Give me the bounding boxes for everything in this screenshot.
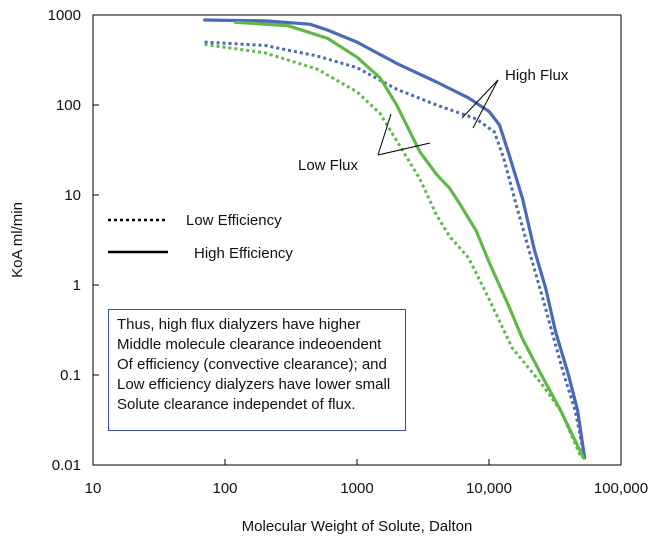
y-tick-label: 0.1 bbox=[60, 367, 81, 384]
series-group bbox=[203, 18, 587, 460]
legend-label-high-efficiency: High Efficiency bbox=[194, 245, 293, 262]
note-line: Of efficiency (convective clearance); an… bbox=[117, 356, 387, 373]
high-flux-pointer-1 bbox=[461, 79, 499, 119]
y-tick-label: 1000 bbox=[48, 7, 81, 24]
low-flux-low-efficiency-line bbox=[204, 43, 583, 459]
high-flux-label: High Flux bbox=[505, 67, 569, 84]
note-line: Middle molecule clearance indeoendent bbox=[117, 336, 382, 353]
note-box: Thus, high flux dialyzers have higher Mi… bbox=[108, 309, 406, 431]
note-line: Thus, high flux dialyzers have higher bbox=[117, 316, 361, 333]
y-tick-label: 0.01 bbox=[52, 457, 81, 474]
high-flux-low-efficiency-line bbox=[204, 40, 587, 459]
legend-label-low-efficiency: Low Efficiency bbox=[186, 212, 282, 229]
high-flux-annotation: High Flux bbox=[461, 67, 569, 129]
y-axis-ticks: 1000 100 10 1 0.1 0.01 bbox=[48, 7, 99, 474]
x-tick-label: 100 bbox=[212, 480, 237, 497]
x-tick-label: 10 bbox=[85, 480, 102, 497]
low-flux-high-efficiency-line bbox=[233, 20, 586, 460]
y-axis-label: KoA ml/min bbox=[9, 202, 26, 278]
low-flux-pointer-1 bbox=[377, 113, 392, 156]
x-tick-label: 1000 bbox=[340, 480, 373, 497]
low-flux-annotation: Low Flux bbox=[298, 113, 431, 174]
high-flux-pointer-2 bbox=[472, 79, 499, 129]
note-line: Solute clearance independet of flux. bbox=[117, 396, 356, 413]
y-tick-label: 100 bbox=[56, 97, 81, 114]
x-tick-label: 100,000 bbox=[594, 480, 648, 497]
x-axis-ticks: 10 100 1000 10,000 100,000 bbox=[85, 459, 648, 497]
low-flux-label: Low Flux bbox=[298, 157, 359, 174]
x-tick-label: 10,000 bbox=[466, 480, 512, 497]
legend: Low Efficiency High Efficiency bbox=[108, 212, 293, 262]
low-flux-pointer-2 bbox=[377, 142, 431, 156]
y-tick-label: 1 bbox=[73, 277, 81, 294]
x-axis-label: Molecular Weight of Solute, Dalton bbox=[242, 518, 473, 535]
note-line: Low efficiency dialyzers have lower smal… bbox=[117, 376, 391, 393]
y-tick-label: 10 bbox=[64, 187, 81, 204]
high-flux-high-efficiency-line bbox=[203, 18, 587, 460]
